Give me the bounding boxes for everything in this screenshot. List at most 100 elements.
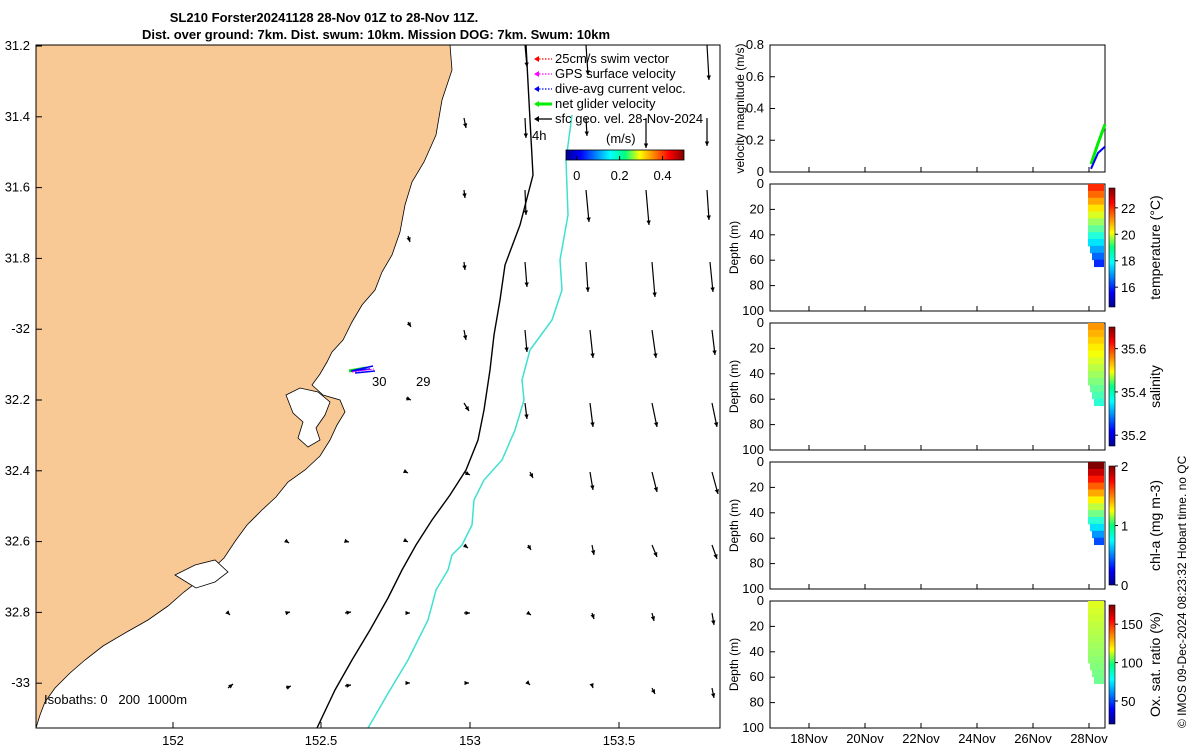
- profile-cell: [1088, 225, 1104, 233]
- glider-label-30: 30: [372, 374, 386, 389]
- y-tick-label: 100: [742, 303, 764, 318]
- profile-cell: [1088, 468, 1104, 477]
- panel-4: 0 20 40 60 80 100 Depth (m) 0 1 2 chl-a (mg m-3): [727, 454, 1163, 596]
- geo-vector-head: [526, 610, 531, 615]
- x-tick-label: 28Nov: [1070, 731, 1108, 746]
- geo-vector-head: [589, 683, 594, 688]
- map-colorbar-tick-label: 0: [573, 168, 580, 183]
- map-colorbar-tick-label: 0.2: [611, 168, 629, 183]
- geo-vector-head: [405, 610, 410, 616]
- y-tick-label: 80: [750, 417, 764, 432]
- profile-cell: [1092, 530, 1104, 539]
- colorbar-tick-label: 35.4: [1121, 385, 1146, 400]
- y-tick-label: 60: [750, 252, 764, 267]
- geo-vector-head: [464, 680, 469, 686]
- colorbar-tick-label: 35.2: [1121, 428, 1146, 443]
- geo-vector-arrow: [706, 45, 710, 81]
- geo-vector-head: [712, 350, 717, 355]
- geo-vector-arrow: [585, 45, 589, 76]
- profile-cell: [1088, 343, 1104, 352]
- map-y-tick-label: 31.2: [5, 38, 30, 53]
- figure-title-line1: SL210 Forster20241128 28-Nov 01Z to 28-N…: [170, 10, 479, 25]
- profile-cell: [1088, 621, 1104, 630]
- geo-vector-head: [344, 538, 349, 544]
- y-tick-label: 0: [757, 164, 764, 179]
- geo-vector-head: [346, 610, 351, 615]
- colorbar-tick-label: 20: [1121, 227, 1135, 242]
- y-tick-label: 20: [750, 479, 764, 494]
- profile-cell: [1088, 503, 1104, 511]
- y-tick-label: 40: [750, 505, 764, 520]
- y-tick-label: 0.8: [746, 37, 764, 52]
- profile-cell: [1090, 384, 1104, 393]
- profile-cell: [1088, 329, 1104, 338]
- y-tick-label: 80: [750, 556, 764, 571]
- geo-vector-head: [524, 282, 529, 287]
- y-tick-label: 100: [742, 720, 764, 735]
- map-y-tick-label: 32.8: [5, 604, 30, 619]
- geo-vector-head: [704, 141, 710, 146]
- profile-cell: [1088, 656, 1104, 664]
- profile-cell: [1088, 649, 1104, 657]
- geo-vector-head: [529, 473, 533, 478]
- geo-vector-head: [406, 237, 411, 242]
- geo-vector-arrow: [645, 189, 650, 226]
- geo-vector-arrow: [589, 329, 594, 359]
- y-axis-label: Depth (m): [727, 499, 741, 552]
- y-tick-label: 0: [757, 176, 764, 191]
- profile-cell: [1094, 537, 1104, 546]
- profile-cell: [1088, 601, 1104, 609]
- colorbar-tick-label: 16: [1121, 280, 1135, 295]
- profile-cell: [1088, 197, 1104, 206]
- profile-cell: [1088, 462, 1104, 470]
- geo-vector-head: [462, 123, 468, 128]
- geo-vector-head: [643, 143, 649, 148]
- profile-cell: [1088, 336, 1104, 345]
- legend-swatch-head: [534, 101, 539, 107]
- geo-vector-head: [225, 610, 230, 615]
- profile-cell: [1088, 204, 1104, 213]
- geo-vector-head: [646, 220, 651, 225]
- geo-vector-head: [526, 545, 531, 550]
- profile-cell: [1088, 635, 1104, 643]
- geo-vector-head: [465, 610, 470, 616]
- profile-cell: [1088, 239, 1104, 247]
- colorbar-label: Ox. sat. ratio (%): [1147, 612, 1163, 717]
- profile-cell: [1092, 669, 1104, 678]
- geo-vector-head: [584, 131, 589, 136]
- series-line: [1089, 123, 1107, 165]
- map-colorbar-title: (m/s): [606, 131, 636, 146]
- geo-vector-head: [590, 485, 595, 490]
- legend-label: net glider velocity: [555, 96, 656, 111]
- y-tick-label: 60: [750, 669, 764, 684]
- geo-vector-head: [653, 552, 658, 557]
- y-tick-label: 100: [742, 581, 764, 596]
- geo-vector-head: [462, 193, 467, 198]
- profile-cell: [1088, 496, 1104, 504]
- geo-vector-head: [525, 680, 530, 685]
- geo-vector-head: [653, 422, 659, 427]
- geo-vector-head: [403, 469, 408, 473]
- map-y-tick-label: 31.4: [5, 109, 30, 124]
- x-tick-label: 18Nov: [790, 731, 828, 746]
- footer-note: © IMOS 09-Dec-2024 08:23:32 Hobart time.…: [1175, 455, 1189, 728]
- geo-vector-head: [346, 683, 351, 688]
- geo-vector-head: [585, 70, 590, 75]
- panel-5: 0 20 40 60 80 100 18Nov 20Nov 22Nov 24Nov 26Nov 28N…: [727, 593, 1163, 746]
- geo-vector-head: [523, 133, 528, 138]
- geo-vector-head: [585, 287, 590, 292]
- geo-vector-head: [590, 550, 596, 555]
- map-x-axis: 152 152.5 153 153.5: [162, 722, 635, 748]
- geo-vector-head: [714, 489, 719, 494]
- colorbar-tick-label: 50: [1121, 694, 1135, 709]
- geo-vector-head: [710, 287, 715, 292]
- legend-label: GPS surface velocity: [555, 66, 676, 81]
- legend-label: dive-avg current veloc.: [555, 81, 686, 96]
- geo-vector-head: [524, 62, 529, 67]
- geo-velocity-vectors: [225, 45, 719, 699]
- profile-cell: [1094, 676, 1104, 685]
- geo-vector-head: [524, 414, 529, 419]
- profile-cell: [1092, 252, 1104, 261]
- profile-cell: [1094, 398, 1104, 407]
